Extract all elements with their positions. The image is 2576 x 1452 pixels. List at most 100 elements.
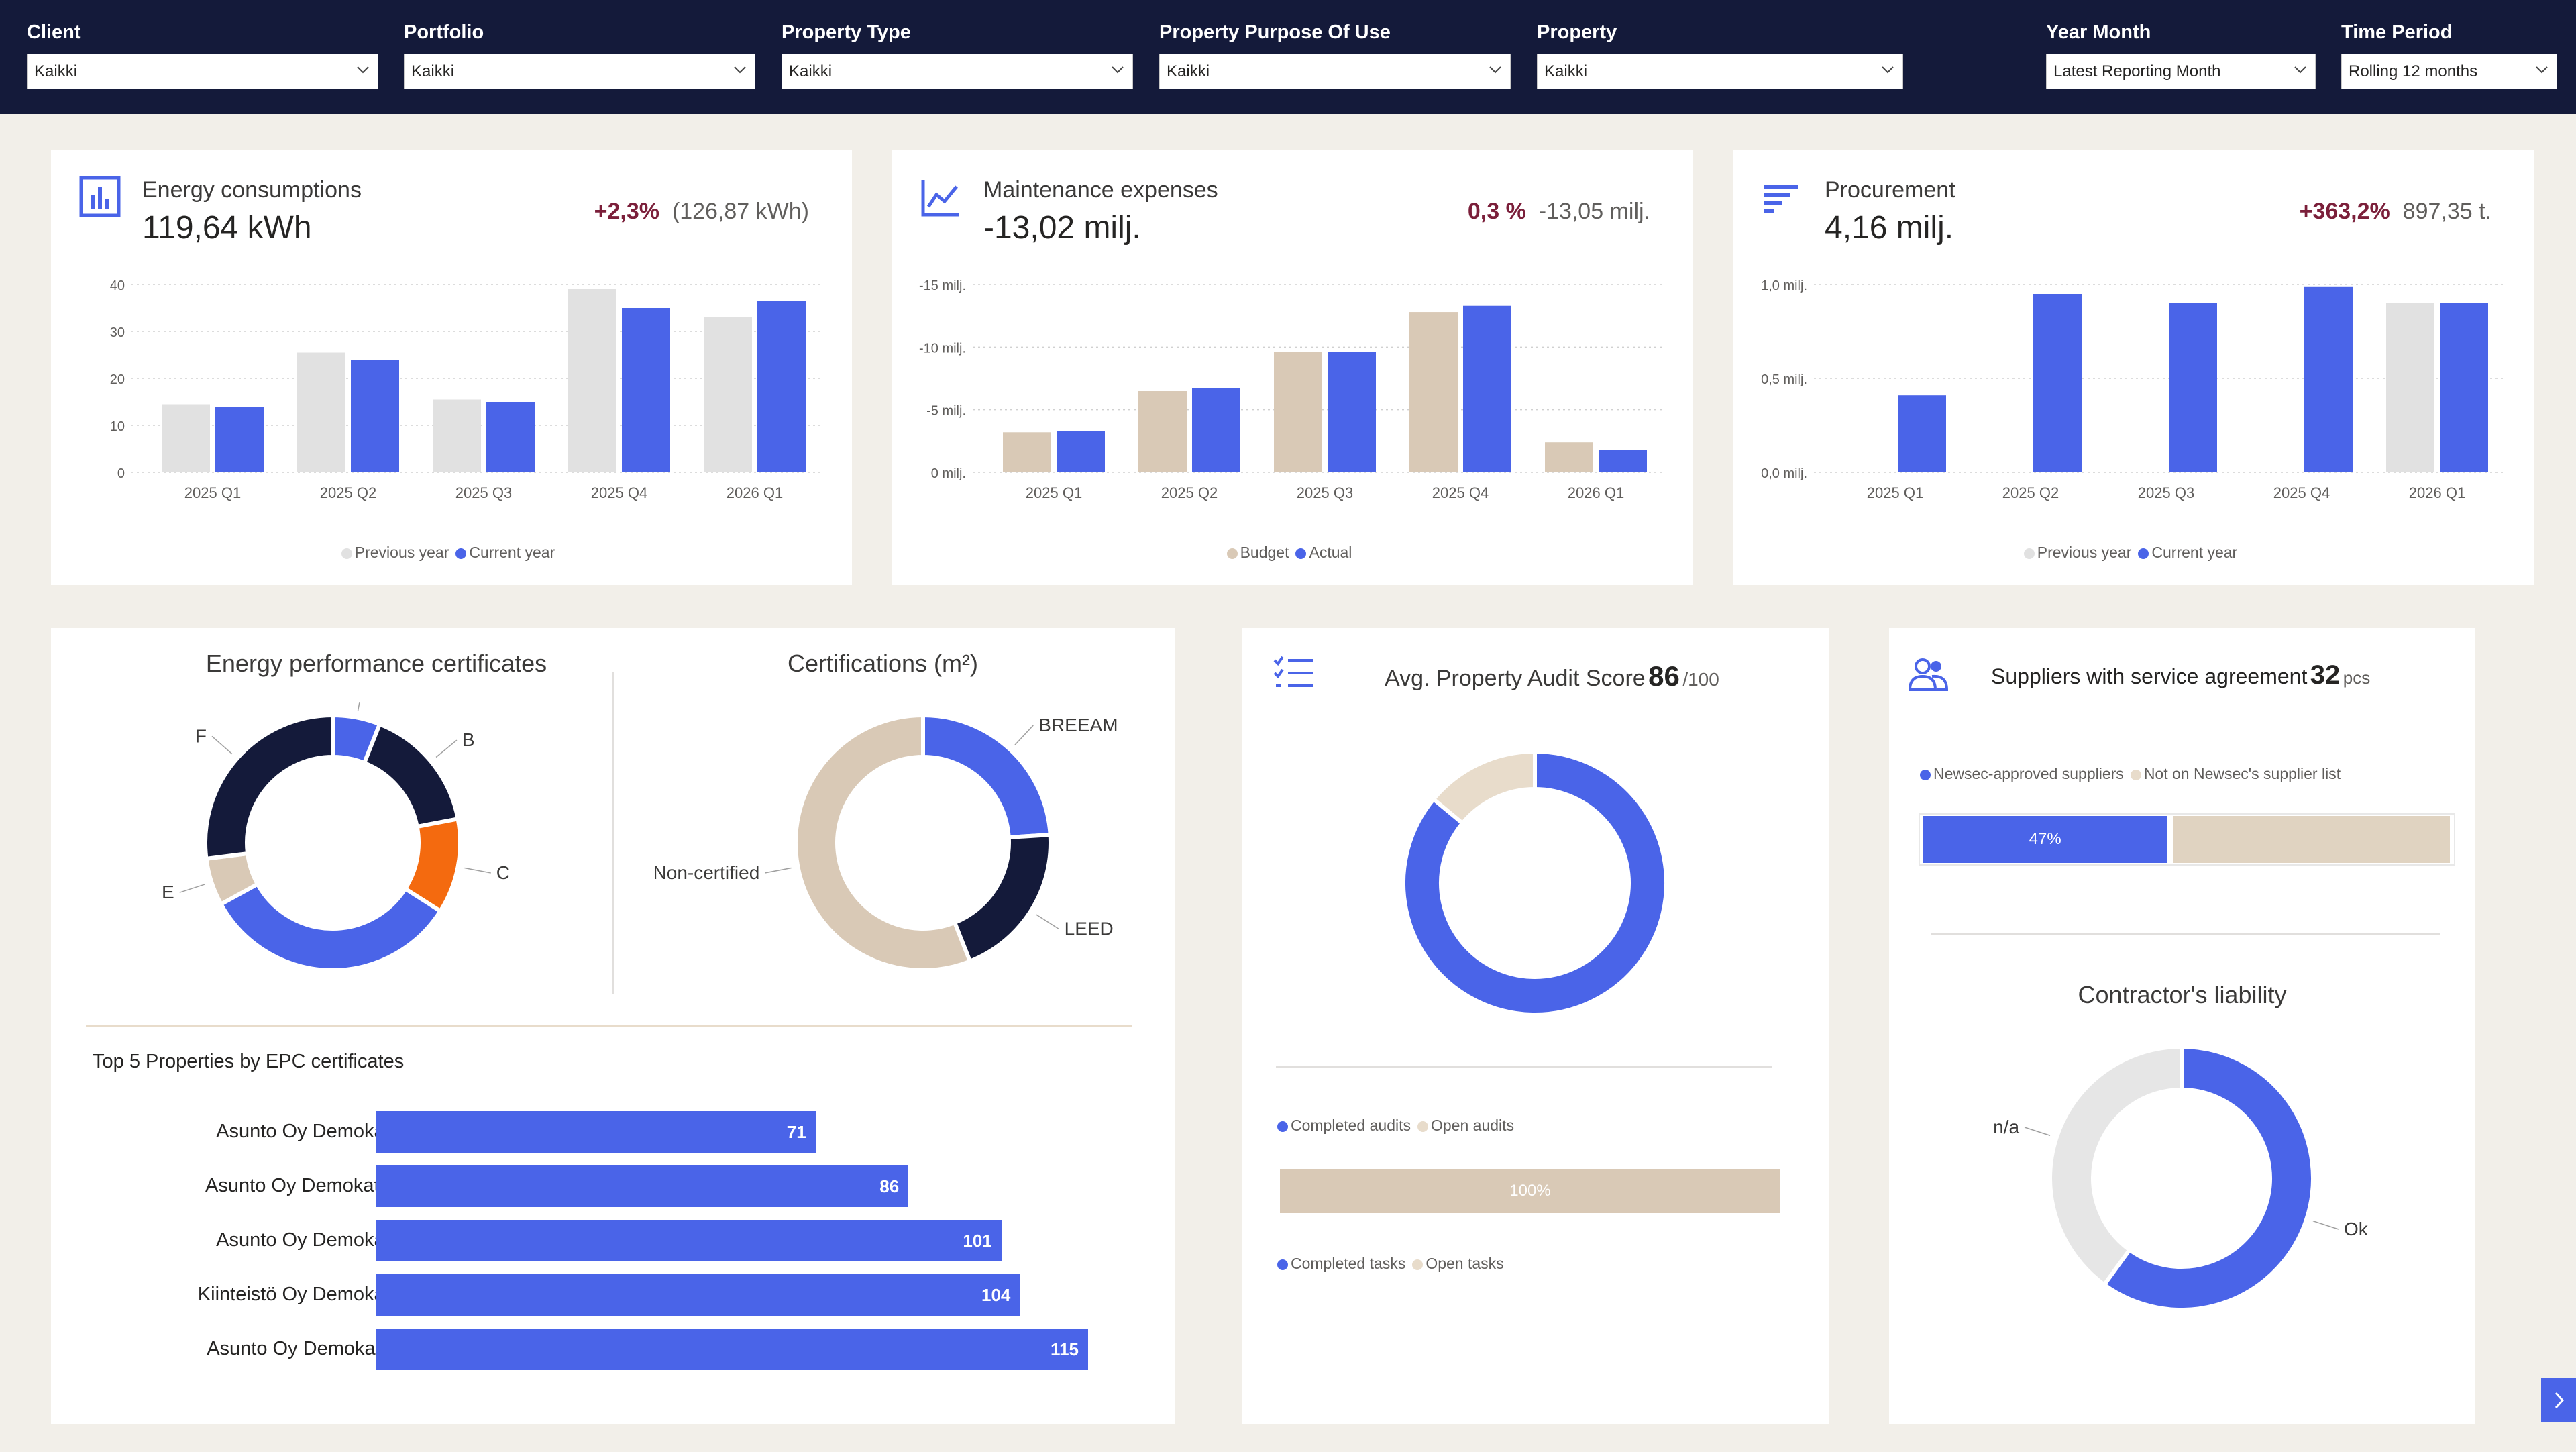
chevron-down-icon xyxy=(1112,66,1124,74)
users-icon xyxy=(1908,658,1949,691)
divider xyxy=(1931,933,2440,935)
filter-label: Portfolio xyxy=(404,21,484,43)
delta-reference: -13,05 milj. xyxy=(1538,199,1650,224)
donut-slice xyxy=(2101,1044,2315,1312)
donut-slice xyxy=(2048,1044,2184,1288)
bar xyxy=(1409,312,1458,472)
bar-category-label: Asunto Oy Demokatu 11 xyxy=(207,1338,417,1359)
x-tick-label: 2025 Q2 xyxy=(1161,484,1218,501)
audits-legend: Completed audits Open audits xyxy=(1277,1117,1521,1135)
x-tick-label: 2026 Q1 xyxy=(727,484,783,501)
filter-label: Property Purpose Of Use xyxy=(1159,21,1391,43)
suppliers-count: 32 xyxy=(2310,660,2341,690)
chevron-down-icon xyxy=(1882,66,1894,74)
slice-label: n/a xyxy=(1993,1117,2019,1137)
certificates-card: Energy performance certificates Certific… xyxy=(51,628,1175,1424)
chevron-down-icon xyxy=(1489,66,1501,74)
dropdown-value: Kaikki xyxy=(789,62,833,81)
y-tick-label: 20 xyxy=(110,372,125,387)
label-leader xyxy=(2312,1220,2339,1230)
slice-label: C xyxy=(496,862,510,883)
donut-slice xyxy=(1401,749,1668,1017)
client-dropdown[interactable]: Kaikki xyxy=(27,54,378,89)
legend-budget: Budget xyxy=(1226,543,1289,561)
horizontal-bar: 101 xyxy=(376,1220,1002,1261)
chevron-right-icon xyxy=(2555,1392,2565,1409)
dropdown-value: Kaikki xyxy=(1167,62,1210,81)
chart-legend: Previous year Current year xyxy=(51,543,852,562)
slice-label: B xyxy=(462,729,475,750)
slice-label: LEED xyxy=(1065,919,1114,939)
x-tick-label: 2025 Q3 xyxy=(2138,484,2194,501)
donut-slice xyxy=(218,881,443,970)
bar xyxy=(486,402,535,472)
time-period-dropdown[interactable]: Rolling 12 months xyxy=(2341,54,2557,89)
legend-current-year: Current year xyxy=(455,543,555,561)
divider xyxy=(1276,1066,1772,1068)
x-tick-label: 2025 Q1 xyxy=(1026,484,1082,501)
property-purpose-dropdown[interactable]: Kaikki xyxy=(1159,54,1511,89)
chevron-down-icon xyxy=(2294,66,2306,74)
legend-open-tasks: Open tasks xyxy=(1412,1255,1504,1272)
horizontal-bar: 86 xyxy=(376,1165,909,1207)
y-tick-label: 0,5 milj. xyxy=(1761,372,1807,387)
property-type-dropdown[interactable]: Kaikki xyxy=(782,54,1133,89)
list-lines-icon xyxy=(1764,185,1798,213)
tasks-progress-label: 100% xyxy=(1509,1182,1551,1200)
bar xyxy=(433,399,481,472)
procurement-bar-chart: 1,0 milj. 0,5 milj. 0,0 milj. 2025 Q1 2025 Q… xyxy=(1761,278,2505,501)
bar xyxy=(704,317,752,472)
delta-percent: +2,3% xyxy=(594,199,659,224)
property-type-filter: Property Type Kaikki xyxy=(782,19,1133,89)
donut-slice xyxy=(203,713,335,862)
chart-legend: Budget Actual xyxy=(892,543,1693,562)
y-tick-label: 1,0 milj. xyxy=(1761,278,1807,293)
contractor-donut-chart: Ok n/a xyxy=(1993,1044,2369,1312)
procurement-card: Procurement 4,16 milj. +363,2% 897,35 t.… xyxy=(1733,150,2534,585)
label-leader xyxy=(357,702,360,711)
approved-segment: 47% xyxy=(1923,816,2168,863)
x-tick-label: 2025 Q2 xyxy=(2002,484,2059,501)
bar xyxy=(1328,352,1376,472)
certifications-donut-chart: BREEAM LEED Non-certified xyxy=(655,713,1118,970)
chevron-down-icon xyxy=(2536,66,2548,74)
x-tick-label: 2025 Q1 xyxy=(184,484,241,501)
year-month-filter: Year Month Latest Reporting Month xyxy=(2046,19,2316,89)
audit-card: Avg. Property Audit Score 86 /100 Comple… xyxy=(1242,628,1829,1424)
label-leader xyxy=(464,867,491,874)
year-month-dropdown[interactable]: Latest Reporting Month xyxy=(2046,54,2316,89)
delta-reference: (126,87 kWh) xyxy=(672,199,809,224)
dropdown-value: Kaikki xyxy=(34,62,78,81)
x-tick-label: 2026 Q1 xyxy=(2409,484,2465,501)
audit-score-value: 86 xyxy=(1648,660,1680,692)
audit-score-header: Avg. Property Audit Score 86 /100 xyxy=(1385,660,1719,692)
property-dropdown[interactable]: Kaikki xyxy=(1537,54,1903,89)
slice-label: Ok xyxy=(2344,1218,2369,1239)
y-tick-label: 40 xyxy=(110,278,125,293)
dropdown-value: Kaikki xyxy=(411,62,455,81)
kpi-title: Procurement xyxy=(1825,177,1955,203)
next-page-button[interactable] xyxy=(2541,1378,2576,1422)
bar-category-label: Asunto Oy Demokatu 1 xyxy=(216,1121,417,1142)
legend-completed-audits: Completed audits xyxy=(1277,1117,1411,1134)
energy-card: Energy consumptions 119,64 kWh +2,3% (12… xyxy=(51,150,852,585)
horizontal-bar: 115 xyxy=(376,1329,1088,1370)
bar-category-label: Asunto Oy Demokatu 4 xyxy=(216,1229,417,1251)
maintenance-bar-chart: -15 milj. -10 milj. -5 milj. 0 milj. 2025 Q1… xyxy=(919,278,1664,501)
certifications-title: Certifications (m²) xyxy=(787,650,979,677)
portfolio-dropdown[interactable]: Kaikki xyxy=(404,54,755,89)
x-tick-label: 2025 Q4 xyxy=(1432,484,1489,501)
audit-donut-chart xyxy=(1401,749,1668,1017)
kpi-value: -13,02 milj. xyxy=(983,210,1141,246)
legend-open-audits: Open audits xyxy=(1417,1117,1514,1134)
bar xyxy=(1898,395,1946,472)
x-tick-label: 2026 Q1 xyxy=(1568,484,1624,501)
bar xyxy=(1599,450,1647,472)
property-purpose-filter: Property Purpose Of Use Kaikki xyxy=(1159,19,1511,89)
bar xyxy=(2169,303,2217,472)
legend-current-year: Current year xyxy=(2138,543,2237,561)
tasks-legend: Completed tasks Open tasks xyxy=(1277,1255,1511,1273)
bar xyxy=(568,289,616,472)
x-tick-label: 2025 Q4 xyxy=(591,484,647,501)
suppliers-unit: pcs xyxy=(2343,668,2371,688)
